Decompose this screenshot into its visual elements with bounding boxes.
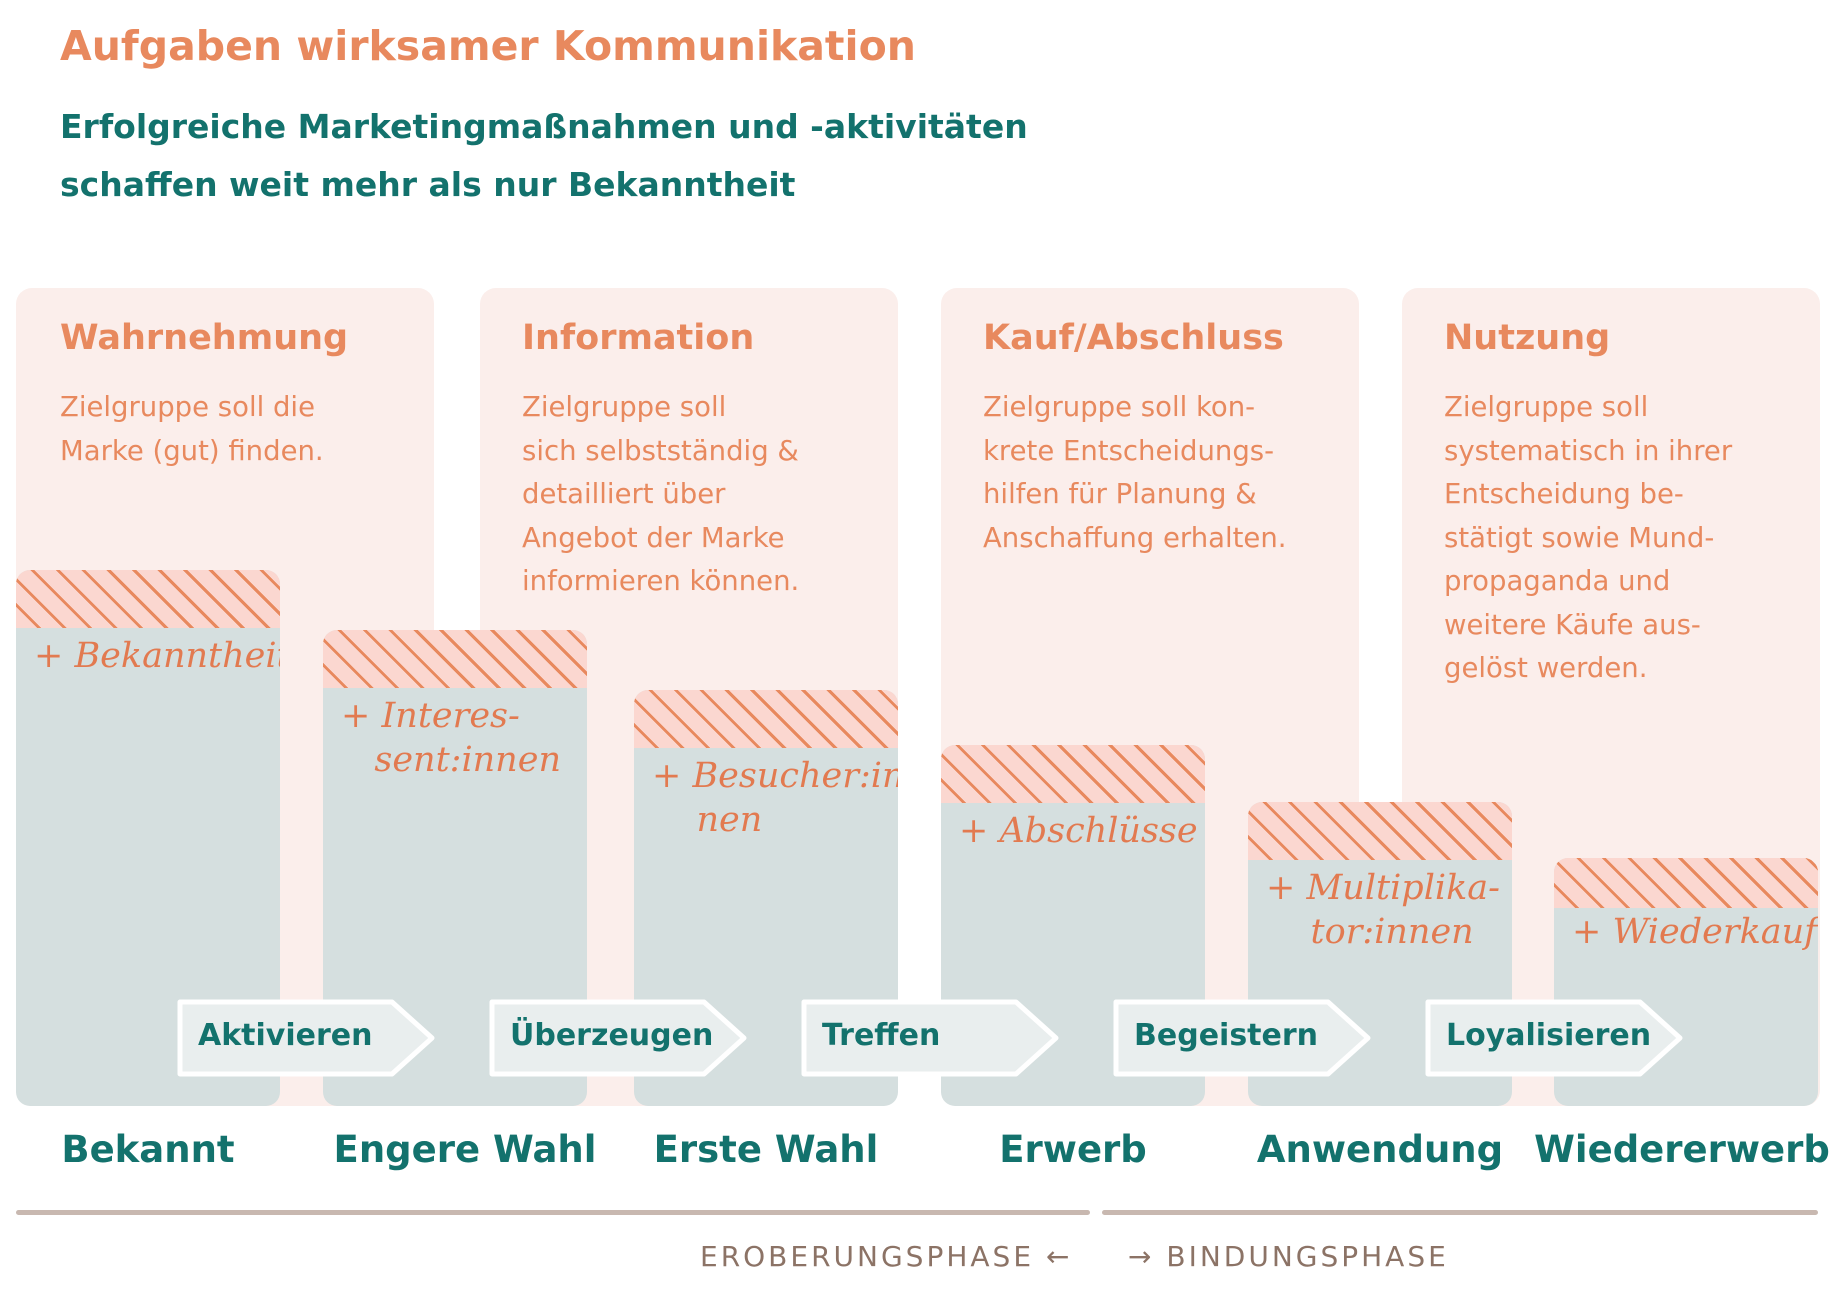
conquest-phase-line: [16, 1210, 1090, 1215]
stage-name: Erste Wahl: [653, 1128, 879, 1171]
action-label: Begeistern: [1134, 1018, 1319, 1053]
arrow-shape: [1113, 999, 1371, 1077]
stage-hatch: [16, 570, 280, 628]
stage-name: Bekannt: [61, 1128, 235, 1171]
stage-gain-label: + Multiplika- tor:innen: [1266, 868, 1500, 952]
action-arrow-begeistern: Begeistern: [1112, 998, 1374, 1078]
arrow-shape: [801, 999, 1059, 1077]
phase-description: Zielgruppe soll systematisch in ihrer En…: [1444, 391, 1733, 684]
stage-hatch: [323, 630, 587, 688]
stage-name: Erwerb: [999, 1128, 1147, 1171]
action-arrow-loyalisieren: Loyalisieren: [1424, 998, 1686, 1078]
phase-heading: Kauf/Abschluss: [983, 318, 1284, 358]
phase-description: Zielgruppe soll sich selbstständig & det…: [522, 391, 800, 597]
stage-name: Wiedererwerb: [1534, 1128, 1830, 1171]
phase-description: Zielgruppe soll die Marke (gut) finden.: [60, 391, 324, 467]
stage-hatch: [941, 745, 1205, 803]
stage-name: Engere Wahl: [333, 1128, 597, 1171]
action-arrow-aktivieren: Aktivieren: [176, 998, 438, 1078]
stage-hatch: [1554, 858, 1818, 908]
action-label: Loyalisieren: [1446, 1018, 1652, 1053]
arrow-shape: [489, 999, 747, 1077]
action-label: Überzeugen: [510, 1018, 714, 1053]
retention-phase-line: [1102, 1210, 1818, 1215]
retention-phase-label: → BINDUNGSPHASE: [1128, 1240, 1449, 1273]
diagram-title: Aufgaben wirksamer Kommunikation: [60, 22, 916, 70]
phase-heading: Nutzung: [1444, 318, 1611, 358]
stage-hatch: [1248, 802, 1512, 860]
stage-gain-label: + Bekanntheit: [34, 636, 280, 676]
stage-gain-label: + Besucher:in- nen: [652, 756, 898, 840]
action-label: Aktivieren: [198, 1018, 373, 1053]
stage-hatch: [634, 690, 898, 748]
conquest-phase-label: EROBERUNGSPHASE ←: [700, 1240, 1073, 1273]
phase-description: Zielgruppe soll kon- krete Entscheidungs…: [983, 391, 1287, 554]
phase-heading: Information: [522, 318, 755, 358]
action-arrow-ueberzeugen: Überzeugen: [488, 998, 750, 1078]
stage-gain-label: + Wiederkauf: [1572, 912, 1818, 952]
arrow-shape: [177, 999, 435, 1077]
phase-heading: Wahrnehmung: [60, 318, 349, 358]
stage-block-engere-wahl: + Interes- sent:innen: [323, 630, 587, 1106]
action-label: Treffen: [822, 1018, 941, 1053]
stage-gain-label: + Abschlüsse: [959, 811, 1198, 851]
stage-name: Anwendung: [1256, 1128, 1504, 1171]
arrow-shape: [1425, 999, 1683, 1077]
stage-gain-label: + Interes- sent:innen: [341, 696, 561, 780]
diagram-subtitle: Erfolgreiche Marketingmaßnahmen und -akt…: [60, 107, 1028, 204]
action-arrow-treffen: Treffen: [800, 998, 1062, 1078]
